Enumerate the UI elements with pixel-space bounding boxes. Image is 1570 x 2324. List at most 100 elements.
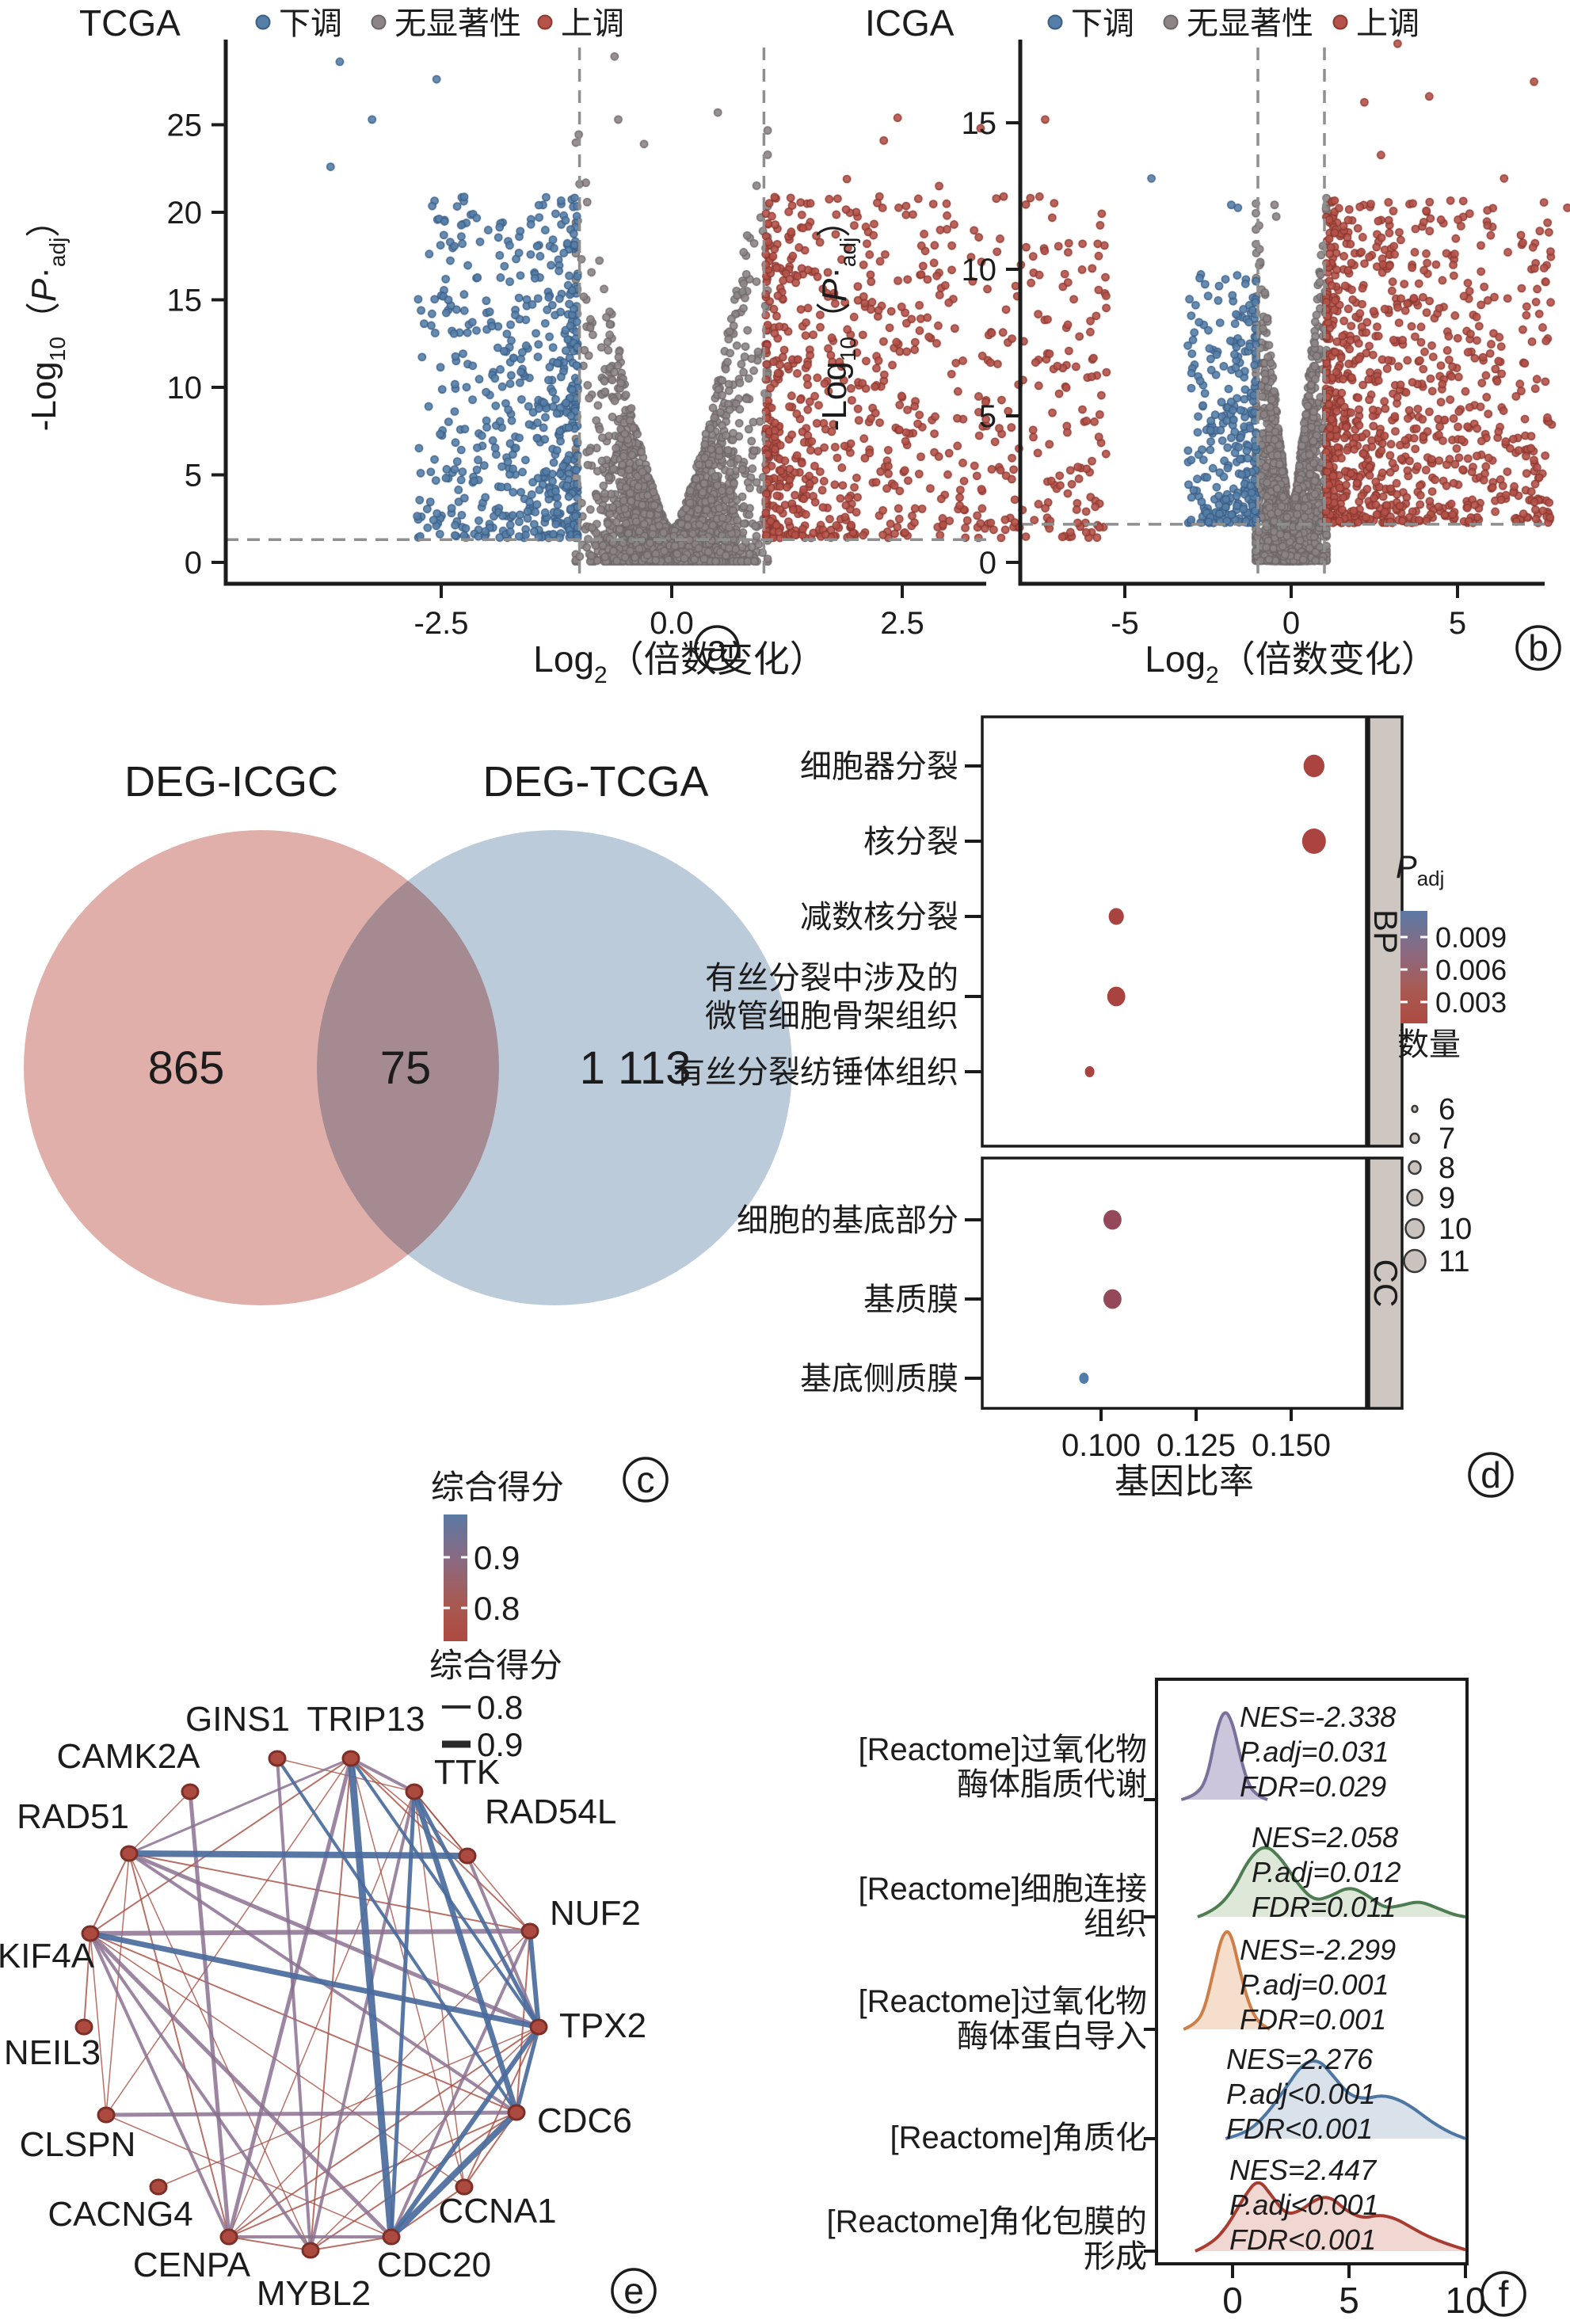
go-term-label: 微管细胞骨架组织 — [705, 999, 958, 1034]
panel-letter-text: e — [623, 2270, 644, 2311]
network-edge — [89, 1932, 231, 2238]
network-node-label-MYBL2: MYBL2 — [257, 2274, 371, 2313]
network-edge — [90, 1933, 465, 2188]
network-node-CENPA — [219, 2228, 238, 2246]
score-colorbar — [444, 1514, 467, 1641]
network-edge — [412, 1789, 541, 2029]
gsea-stat: FDR<0.001 — [1229, 2223, 1376, 2256]
legend-dot-down — [255, 14, 271, 30]
network-node-CDC6 — [507, 2104, 526, 2121]
network-edge — [310, 2112, 517, 2251]
dotplot-box — [981, 715, 1368, 1148]
size-legend-bubble — [1404, 1217, 1425, 1240]
gsea-stat: NES=2.447 — [1229, 2154, 1378, 2186]
size-legend-label: 8 — [1439, 1152, 1455, 1185]
network-node-CDC20 — [382, 2228, 401, 2246]
network-edge — [528, 1929, 541, 2029]
go-dot — [1301, 829, 1326, 854]
network-node-label-CLSPN: CLSPN — [20, 2125, 136, 2164]
gsea-stat: P.adj<0.001 — [1226, 2078, 1376, 2110]
legend-label-up: 上调 — [561, 6, 624, 41]
network-node-NEIL3 — [74, 2018, 93, 2036]
network-edge — [389, 2025, 541, 2239]
x-tick-label: 0.100 — [1061, 1428, 1141, 1463]
legend-label-up: 上调 — [1356, 6, 1419, 41]
legend-dot-ns — [1163, 14, 1179, 30]
network-edge — [188, 1789, 231, 2239]
panel-letter-c: c — [623, 1457, 669, 1503]
x-tick-label: 0.125 — [1157, 1428, 1236, 1463]
x-tick-label: 5 — [1449, 606, 1466, 641]
padj-legend-title: Padj — [1396, 850, 1444, 890]
network-edge — [127, 1851, 541, 2029]
panel-letter-circle — [1480, 2271, 1526, 2317]
network-edge — [228, 2112, 517, 2238]
network-edge — [310, 2236, 392, 2251]
ridge-line — [1195, 2181, 1466, 2253]
network-edge — [514, 2025, 541, 2115]
network-node-TPX2 — [529, 2018, 548, 2036]
colorbar-tick-label: 0.9 — [474, 1539, 520, 1576]
network-edge — [105, 2114, 392, 2238]
network-edge — [389, 1789, 417, 2239]
venn-set-label: DEG-ICGC — [124, 758, 338, 806]
network-node-label-KIF4A: KIF4A — [0, 1937, 95, 1975]
network-node-MYBL2 — [301, 2242, 320, 2259]
network-edge — [90, 1758, 352, 1934]
x-tick-label: 5 — [1339, 2280, 1359, 2321]
network-edge — [388, 2109, 520, 2240]
gsea-stat: FDR=0.029 — [1240, 1770, 1386, 1803]
x-tick-label: 0.0 — [650, 606, 694, 641]
network-edge — [104, 2110, 519, 2117]
network-edge — [227, 1756, 353, 2239]
network-node-label-CENPA: CENPA — [133, 2246, 251, 2284]
legend-dot-down — [1047, 14, 1063, 30]
strip-label-BP: BP — [1367, 909, 1404, 954]
network-node-CAMK2A — [181, 1783, 200, 1800]
gsea-stat: P.adj=0.001 — [1240, 1968, 1389, 2001]
gsea-stat: NES=-2.299 — [1240, 1933, 1396, 1966]
gsea-stat: FDR<0.001 — [1226, 2113, 1373, 2145]
pathway-label: [Reactome]过氧化物 — [858, 1984, 1147, 2019]
size-legend-title: 数量 — [1397, 1027, 1461, 1062]
y-tick-label: 20 — [167, 196, 203, 230]
network-edge — [309, 1790, 416, 2252]
network-panel: GINS1 TRIP13 CAMK2A TTK RAD51 RAD54L KIF4A NUF2… — [0, 1469, 646, 2313]
network-node-label-RAD54L: RAD54L — [485, 1793, 616, 1831]
size-legend-label: 11 — [1439, 1245, 1469, 1278]
width-sample-label: 0.8 — [477, 1689, 523, 1726]
venn-count: 1 113 — [580, 1042, 692, 1094]
pathway-label: 形成 — [1084, 2239, 1147, 2274]
size-legend-label: 6 — [1439, 1093, 1455, 1126]
network-edge — [350, 1758, 468, 1857]
y-tick-label: 10 — [962, 253, 997, 288]
size-legend-label: 9 — [1439, 1182, 1455, 1215]
gsea-stat: NES=-2.338 — [1240, 1701, 1396, 1733]
go-dot — [1303, 754, 1325, 778]
y-tick-label: 5 — [979, 399, 996, 434]
score-width-title: 综合得分 — [429, 1647, 562, 1684]
panel-letter-e: e — [611, 2268, 657, 2314]
network-node-label-TRIP13: TRIP13 — [307, 1700, 425, 1739]
network-edge — [347, 1754, 395, 2241]
x-tick-label: 10 — [1445, 2280, 1485, 2321]
go-dot — [1084, 1066, 1095, 1077]
network-node-label-NEIL3: NEIL3 — [4, 2033, 101, 2072]
go-term-label: 基质膜 — [863, 1282, 958, 1317]
network-node-label-TTK: TTK — [434, 1753, 500, 1792]
network-edge — [228, 1791, 415, 2238]
axis-spines — [1018, 40, 1545, 586]
score-colorbar-title: 综合得分 — [431, 1469, 564, 1506]
x-tick-label: 0 — [1282, 606, 1300, 641]
go-dot — [1107, 986, 1126, 1007]
network-edge — [411, 1789, 520, 2116]
network-node-RAD54L — [458, 1847, 477, 1865]
network-edge — [128, 1757, 352, 1855]
panel-letter-circle — [623, 1457, 669, 1503]
panel-letter-circle — [611, 2268, 657, 2314]
pathway-label: [Reactome]细胞连接 — [858, 1872, 1147, 1907]
x-tick-label: -5 — [1111, 606, 1139, 641]
panel-letter-a: a — [694, 625, 740, 671]
panel-letter-text: b — [1528, 627, 1549, 669]
